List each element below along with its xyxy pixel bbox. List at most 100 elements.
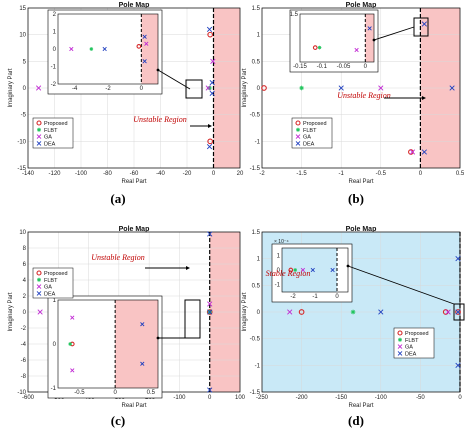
inset-background	[289, 9, 379, 73]
pole-marker-proposed	[408, 149, 414, 155]
zoom-box	[453, 303, 465, 321]
pole-marker-dea	[449, 85, 455, 91]
legend-marker-ga	[36, 134, 42, 139]
pole-marker-ga	[210, 58, 216, 64]
chart-title: Pole Map	[119, 226, 150, 233]
legend-marker-flbt	[296, 127, 300, 132]
legend-entry: GA	[44, 135, 52, 141]
x-axis-label: Real Part	[348, 403, 373, 409]
region-label: Unstable Region	[337, 91, 391, 100]
inset-pole-marker-flbt	[317, 45, 322, 50]
y-axis-label: Imaginary Part	[8, 292, 14, 331]
legend-entry: DEA	[44, 141, 56, 147]
legend-entry: FLBT	[44, 128, 58, 134]
x-tick-label: -150	[335, 395, 348, 401]
pole-marker-dea	[455, 362, 461, 368]
pole-marker-proposed	[261, 85, 267, 91]
y-tick-label: -6	[21, 358, 27, 364]
inset-x-tick-label: 0.5	[147, 390, 156, 396]
legend-entry: Proposed	[405, 331, 429, 337]
x-tick-label: 100	[235, 395, 246, 401]
legend-entry: Proposed	[44, 121, 68, 127]
inset-pole-marker-dea	[140, 322, 145, 327]
legend-entry: Proposed	[44, 271, 68, 277]
x-tick-label: -600	[22, 395, 35, 401]
y-tick-label: -5	[21, 113, 27, 119]
y-tick-label: 0.5	[252, 59, 261, 65]
pole-marker-dea	[207, 387, 213, 393]
y-tick-label: 4	[23, 278, 27, 284]
x-tick-label: 0	[458, 395, 462, 401]
y-tick-label: 0	[23, 86, 27, 92]
legend-marker-flbt	[37, 127, 41, 132]
pole-marker-ga	[35, 85, 42, 91]
legend-marker-dea	[36, 291, 42, 296]
legend-entry: GA	[405, 345, 413, 351]
pole-marker-dea	[421, 21, 427, 27]
pole-marker-dea	[378, 309, 384, 315]
inset-y-tick-label: 0	[53, 47, 57, 53]
y-axis-label: Imaginary Part	[8, 68, 14, 107]
inset-pole-marker-ga	[69, 46, 74, 52]
zoom-arrow-head	[156, 336, 160, 340]
legend-marker-dea	[36, 141, 42, 146]
pole-map-panel: Pole Map-600-500-400-300-200-1000100-10-…	[8, 226, 246, 428]
y-tick-label: -1	[255, 363, 261, 369]
legend-frame	[393, 327, 435, 359]
region-arrow-head	[208, 124, 212, 128]
y-tick-label: 2	[23, 294, 27, 300]
inset-stable-shade	[282, 248, 337, 292]
x-tick-label: -80	[103, 171, 112, 177]
inset-y-tick-label: 1.5	[290, 12, 299, 18]
pole-marker-dea	[421, 149, 427, 155]
pole-marker-proposed	[298, 309, 305, 315]
x-tick-label: -120	[48, 171, 61, 177]
x-tick-label: -0.5	[376, 171, 387, 177]
x-tick-label: -1.5	[296, 171, 307, 177]
x-axis-label: Real Part	[348, 179, 373, 185]
x-tick-label: -140	[22, 171, 35, 177]
x-axis-label: Real Part	[121, 403, 146, 409]
pole-marker-dea	[207, 231, 213, 237]
legend-marker-dea	[397, 351, 403, 356]
inset-x-tick-label: -0.5	[74, 390, 85, 396]
pole-marker-dea	[209, 90, 215, 96]
zoom-arrow	[347, 265, 455, 305]
panel-label: (b)	[348, 191, 364, 206]
inset-y-tick-label: -1	[275, 283, 281, 289]
inset-x-tick-label: 0	[335, 294, 339, 300]
zoom-arrow-head	[346, 264, 350, 268]
inset-x-tick-label: 0	[140, 86, 144, 92]
inset-x-tick-label: -0.1	[317, 64, 328, 70]
y-tick-label: 10	[19, 33, 26, 39]
pole-marker-dea	[207, 309, 213, 315]
pole-marker-dea	[338, 85, 344, 91]
zoom-inset: -2 -1 0 -1 0 1 × 10⁻⁴	[271, 239, 353, 303]
inset-y-tick-label: -1	[51, 65, 57, 71]
pole-marker-dea	[206, 26, 213, 32]
x-tick-label: -40	[156, 171, 165, 177]
inset-y-tick-label: -1	[51, 386, 57, 392]
x-tick-label: -200	[296, 395, 309, 401]
inset-y-tick-label: 1	[53, 298, 57, 304]
inset-pole-marker-ga	[354, 47, 359, 53]
x-tick-label: -250	[256, 395, 269, 401]
inset-y-tick-label: -2	[51, 82, 57, 88]
x-tick-label: -100	[173, 395, 186, 401]
y-axis-label: Imaginary Part	[242, 292, 248, 331]
region-arrow-head	[422, 96, 426, 100]
pole-map-panel: Pole Map-250 -200 -150 -100 -50 0-1.5-1-0.500…	[242, 226, 465, 428]
inset-unstable-shade	[115, 300, 158, 388]
x-tick-label: 0	[419, 171, 423, 177]
y-tick-label: -4	[21, 342, 27, 348]
legend-entry: DEA	[44, 291, 56, 297]
inset-pole-marker-dea	[142, 34, 147, 39]
inset-pole-marker-dea	[140, 361, 145, 366]
pole-marker-proposed	[207, 138, 214, 145]
y-tick-label: -15	[17, 166, 26, 172]
y-tick-label: -1.5	[250, 166, 261, 172]
inset-pole-marker-ga	[300, 267, 306, 273]
inset-pole-marker-dea	[367, 26, 372, 31]
legend-marker-ga	[295, 134, 301, 139]
